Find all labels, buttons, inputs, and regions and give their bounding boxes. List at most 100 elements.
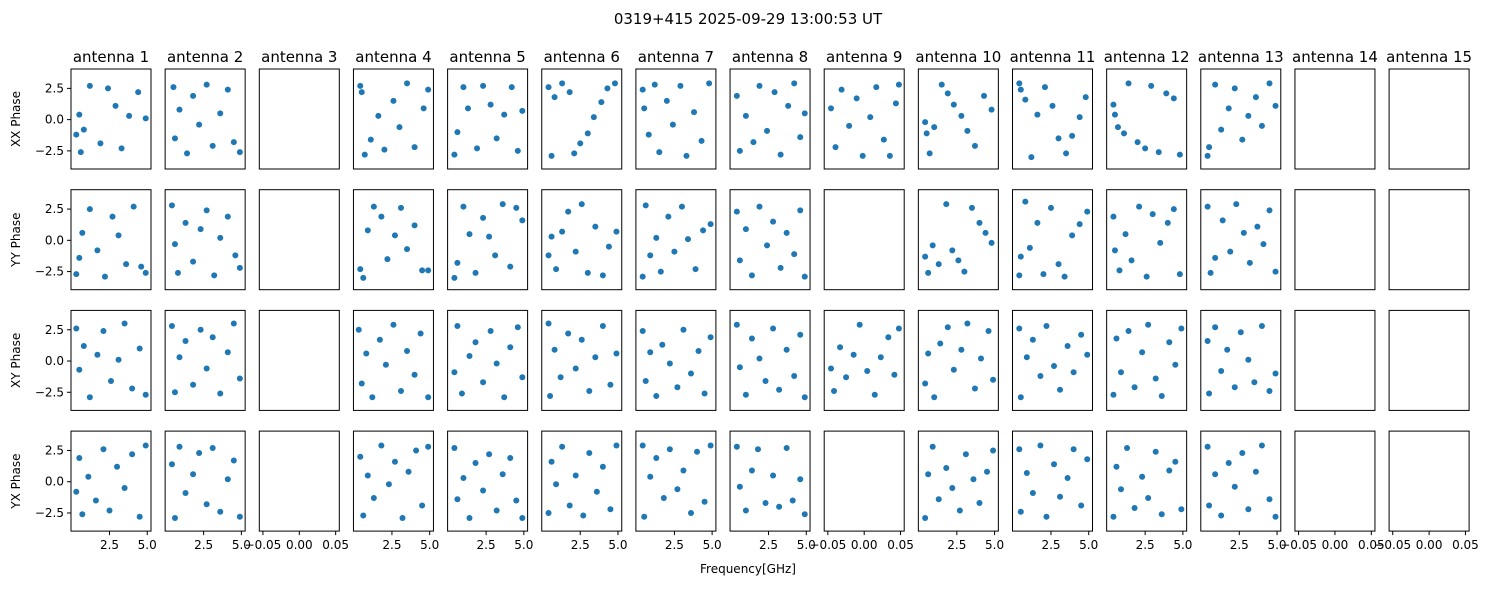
scatter-point [931, 124, 938, 131]
x-tick-label: 2.5 [1041, 538, 1060, 552]
scatter-point [1064, 474, 1071, 481]
scatter-point [357, 453, 364, 460]
panel-frame [917, 189, 999, 291]
scatter-point [100, 446, 107, 453]
scatter-point [190, 381, 197, 388]
x-tick-label: 2.5 [571, 538, 590, 552]
y-axis-label: YY Phase [9, 213, 23, 268]
x-tick-label: 5.0 [985, 538, 1004, 552]
panel-title: antenna 3 [261, 48, 337, 66]
scatter-point [168, 323, 175, 330]
scatter-point [486, 233, 493, 240]
scatter-point [378, 213, 385, 220]
panel-frame [1106, 309, 1188, 411]
panel-frame [1012, 430, 1093, 532]
scatter-point [925, 471, 932, 478]
scatter-point [1124, 444, 1131, 451]
scatter-point [217, 234, 224, 241]
scatter-point [663, 97, 670, 104]
scatter-point [460, 84, 467, 91]
scatter-point [984, 468, 991, 475]
scatter-point [990, 447, 997, 454]
scatter-point [938, 81, 945, 88]
scatter-point [593, 488, 600, 495]
x-tick-label: 2.5 [382, 538, 401, 552]
scatter-point [493, 135, 500, 142]
scatter-point [1212, 254, 1219, 261]
panel-frame [1200, 189, 1282, 291]
x-tick-label: −0.05 [245, 538, 282, 552]
scatter-point [1029, 489, 1036, 496]
scatter-point [138, 263, 145, 270]
scatter-point [176, 354, 183, 361]
scatter-point [1051, 363, 1058, 370]
scatter-point [97, 140, 104, 147]
panel-frame [70, 430, 152, 532]
scatter-point [378, 442, 385, 449]
scatter-point [364, 227, 371, 234]
scatter-point [1022, 96, 1029, 103]
scatter-point [454, 323, 461, 330]
panel-frame [541, 189, 623, 291]
scatter-point [748, 467, 755, 474]
panel-frame [729, 189, 811, 291]
scatter-point [370, 494, 377, 501]
scatter-point [1206, 502, 1213, 509]
scatter-point [764, 127, 771, 134]
scatter-point [797, 476, 804, 483]
scatter-point [1070, 369, 1077, 376]
scatter-point [425, 394, 432, 401]
y-tick-label: 0.0 [45, 475, 64, 489]
scatter-point [1224, 346, 1231, 353]
panel-frame [635, 68, 717, 170]
scatter-point [671, 248, 678, 255]
scatter-point [639, 86, 646, 93]
x-tick-label: 2.5 [1230, 538, 1249, 552]
panel-frame [917, 430, 999, 532]
scatter-point [112, 102, 119, 109]
scatter-point [572, 365, 579, 372]
scatter-point [611, 80, 618, 87]
scatter-point [1084, 456, 1091, 463]
scatter-point [1212, 81, 1219, 88]
panel-frame [164, 430, 246, 532]
scatter-point [115, 356, 122, 363]
panel-frame [823, 68, 905, 170]
scatter-point [566, 89, 573, 96]
scatter-point [209, 334, 216, 341]
scatter-point [73, 488, 80, 495]
y-tick-label: −2.5 [35, 385, 64, 399]
scatter-point [1231, 85, 1238, 92]
scatter-point [79, 229, 86, 236]
scatter-point [684, 236, 691, 243]
scatter-point [86, 394, 93, 401]
scatter-point [77, 149, 84, 156]
scatter-point [1023, 354, 1030, 361]
scatter-point [801, 110, 808, 117]
scatter-point [695, 348, 702, 355]
scatter-point [659, 341, 666, 348]
x-axis-label: Frequency[GHz] [700, 562, 796, 576]
scatter-point [733, 92, 740, 99]
scatter-point [1028, 154, 1035, 161]
scatter-point [613, 442, 620, 449]
scatter-point [230, 320, 237, 327]
scatter-point [639, 328, 646, 335]
scatter-point [499, 471, 506, 478]
scatter-point [607, 381, 614, 388]
panel-frame [70, 189, 152, 291]
scatter-point [1026, 244, 1033, 251]
scatter-point [1272, 102, 1279, 109]
panel-title: antenna 5 [449, 48, 525, 66]
scatter-point [1170, 95, 1177, 102]
scatter-point [1069, 232, 1076, 239]
scatter-point [121, 320, 128, 327]
scatter-point [1084, 208, 1091, 215]
scatter-point [519, 374, 526, 381]
scatter-point [129, 385, 136, 392]
scatter-point [73, 131, 80, 138]
scatter-point [1258, 323, 1265, 330]
scatter-point [653, 234, 660, 241]
scatter-point [397, 204, 404, 211]
